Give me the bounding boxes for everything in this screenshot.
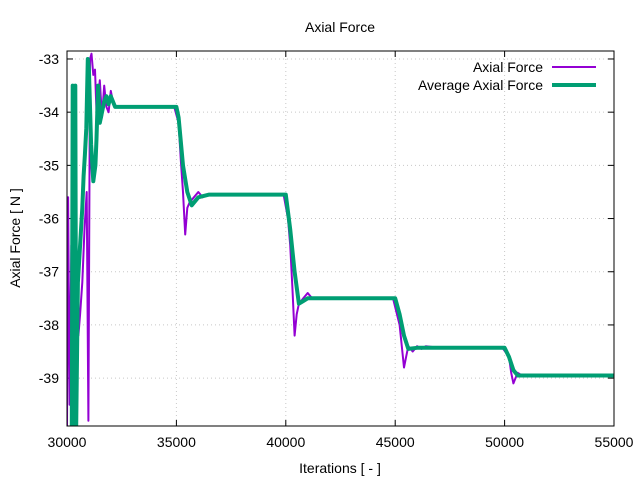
- average-axial-force-line: [69, 57, 614, 426]
- y-tick-label: -34: [39, 104, 59, 120]
- legend: Axial Force Average Axial Force: [418, 59, 596, 93]
- y-tick-label: -39: [39, 370, 59, 386]
- x-tick-label: 35000: [157, 434, 196, 450]
- y-tick-label: -33: [39, 51, 59, 67]
- y-tick-label: -37: [39, 264, 59, 280]
- y-tick-label: -38: [39, 317, 59, 333]
- plot-frame: [66, 50, 615, 427]
- legend-label: Average Axial Force: [418, 77, 543, 93]
- axial-force-line: [67, 52, 614, 426]
- chart-title: Axial Force: [305, 19, 375, 35]
- x-tick-label: 40000: [266, 434, 305, 450]
- x-tick-label: 45000: [376, 434, 415, 450]
- series-layer: [67, 52, 614, 426]
- y-tick-label: -35: [39, 157, 59, 173]
- grid: [67, 51, 614, 426]
- x-axis-label: Iterations [ - ]: [299, 460, 381, 476]
- x-tick-label: 55000: [595, 434, 634, 450]
- y-tick-label: -36: [39, 211, 59, 227]
- y-axis-label: Axial Force [ N ]: [7, 188, 23, 288]
- x-tick-label: 50000: [485, 434, 524, 450]
- axis-ticks: 30000 35000 40000 45000 50000 55000 -33 -34 -35 -…: [39, 51, 634, 450]
- x-tick-label: 30000: [48, 434, 87, 450]
- legend-label: Axial Force: [473, 59, 543, 75]
